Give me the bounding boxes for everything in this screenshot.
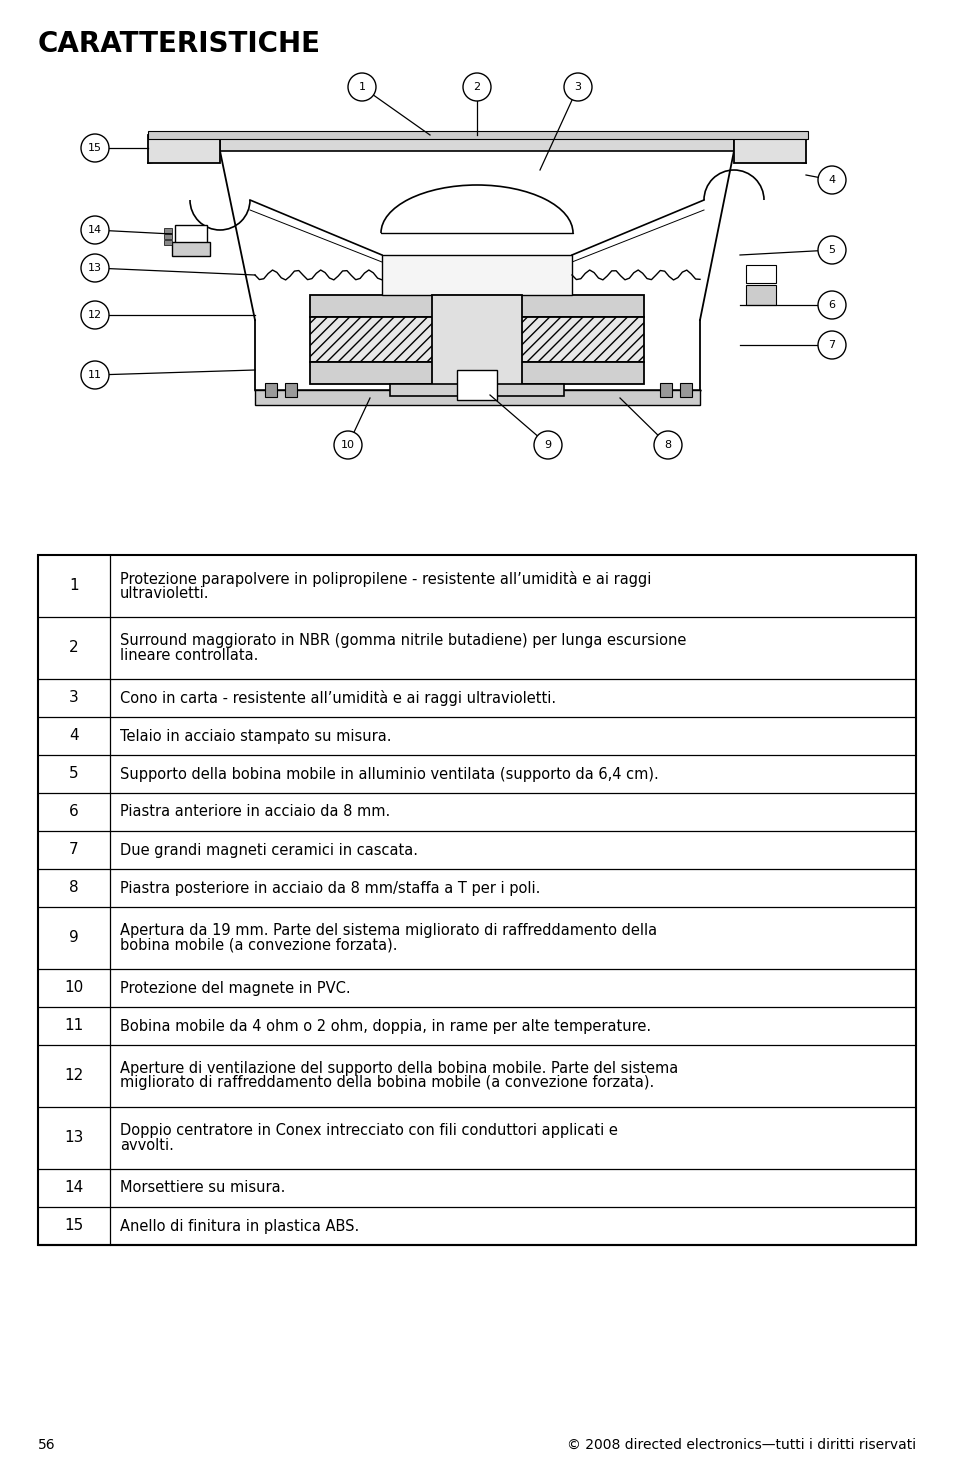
Bar xyxy=(164,240,172,245)
Text: Protezione parapolvere in polipropilene - resistente all’umidità e ai raggi: Protezione parapolvere in polipropilene … xyxy=(120,571,651,587)
Text: 15: 15 xyxy=(64,1218,84,1233)
Text: 3: 3 xyxy=(574,83,581,91)
Circle shape xyxy=(817,236,845,264)
Text: Cono in carta - resistente all’umidità e ai raggi ultravioletti.: Cono in carta - resistente all’umidità e… xyxy=(120,690,556,707)
Text: Supporto della bobina mobile in alluminio ventilata (supporto da 6,4 cm).: Supporto della bobina mobile in allumini… xyxy=(120,767,659,782)
Text: 5: 5 xyxy=(70,767,79,782)
Bar xyxy=(745,266,775,283)
Text: Apertura da 19 mm. Parte del sistema migliorato di raffreddamento della: Apertura da 19 mm. Parte del sistema mig… xyxy=(120,923,657,938)
Bar xyxy=(265,384,276,397)
Bar xyxy=(456,370,497,400)
Text: 7: 7 xyxy=(70,842,79,857)
Text: 5: 5 xyxy=(827,245,835,255)
Bar xyxy=(148,136,220,164)
Bar xyxy=(172,242,210,257)
Text: Piastra posteriore in acciaio da 8 mm/staffa a T per i poli.: Piastra posteriore in acciaio da 8 mm/st… xyxy=(120,881,539,895)
Text: 6: 6 xyxy=(827,299,835,310)
Text: Aperture di ventilazione del supporto della bobina mobile. Parte del sistema: Aperture di ventilazione del supporto de… xyxy=(120,1062,678,1077)
Text: Bobina mobile da 4 ohm o 2 ohm, doppia, in rame per alte temperature.: Bobina mobile da 4 ohm o 2 ohm, doppia, … xyxy=(120,1019,651,1034)
Circle shape xyxy=(534,431,561,459)
Text: 10: 10 xyxy=(340,440,355,450)
Bar xyxy=(310,361,643,384)
Circle shape xyxy=(817,291,845,319)
Circle shape xyxy=(817,330,845,358)
Bar xyxy=(310,317,643,361)
Text: lineare controllata.: lineare controllata. xyxy=(120,648,258,662)
Text: Anello di finitura in plastica ABS.: Anello di finitura in plastica ABS. xyxy=(120,1218,359,1233)
Bar xyxy=(659,384,671,397)
Bar xyxy=(164,229,172,233)
Text: 2: 2 xyxy=(70,640,79,655)
Bar xyxy=(745,285,775,305)
Text: 9: 9 xyxy=(69,931,79,945)
Bar xyxy=(164,235,172,239)
Bar xyxy=(220,136,733,150)
Bar xyxy=(38,555,915,1245)
Text: 8: 8 xyxy=(70,881,79,895)
Circle shape xyxy=(81,134,109,162)
Bar xyxy=(148,131,807,139)
Text: 4: 4 xyxy=(827,176,835,184)
Bar xyxy=(310,295,643,317)
Circle shape xyxy=(334,431,361,459)
Circle shape xyxy=(817,167,845,195)
Bar xyxy=(285,384,296,397)
Text: Piastra anteriore in acciaio da 8 mm.: Piastra anteriore in acciaio da 8 mm. xyxy=(120,804,390,820)
Text: migliorato di raffreddamento della bobina mobile (a convezione forzata).: migliorato di raffreddamento della bobin… xyxy=(120,1075,654,1090)
Bar xyxy=(432,295,521,385)
Circle shape xyxy=(348,72,375,100)
Text: 10: 10 xyxy=(64,981,84,996)
Text: 11: 11 xyxy=(88,370,102,381)
Text: ultravioletti.: ultravioletti. xyxy=(120,586,210,600)
Text: 9: 9 xyxy=(544,440,551,450)
Text: Due grandi magneti ceramici in cascata.: Due grandi magneti ceramici in cascata. xyxy=(120,842,417,857)
Circle shape xyxy=(462,72,491,100)
Circle shape xyxy=(81,215,109,243)
Text: 12: 12 xyxy=(64,1068,84,1084)
Text: 15: 15 xyxy=(88,143,102,153)
Bar xyxy=(679,384,691,397)
Text: 11: 11 xyxy=(64,1019,84,1034)
Text: 3: 3 xyxy=(69,690,79,705)
Text: © 2008 directed electronics—tutti i diritti riservati: © 2008 directed electronics—tutti i diri… xyxy=(566,1438,915,1451)
Text: bobina mobile (a convezione forzata).: bobina mobile (a convezione forzata). xyxy=(120,938,397,953)
Circle shape xyxy=(81,301,109,329)
Text: 14: 14 xyxy=(88,226,102,235)
Bar xyxy=(174,226,207,243)
Text: Protezione del magnete in PVC.: Protezione del magnete in PVC. xyxy=(120,981,351,996)
Text: 14: 14 xyxy=(64,1180,84,1196)
Text: CARATTERISTICHE: CARATTERISTICHE xyxy=(38,30,320,58)
Text: avvolti.: avvolti. xyxy=(120,1137,173,1152)
Text: 4: 4 xyxy=(70,729,79,743)
Text: 1: 1 xyxy=(70,578,79,593)
Text: 6: 6 xyxy=(69,804,79,820)
Text: 13: 13 xyxy=(64,1130,84,1146)
Circle shape xyxy=(654,431,681,459)
Circle shape xyxy=(81,254,109,282)
Text: 13: 13 xyxy=(88,263,102,273)
Circle shape xyxy=(563,72,592,100)
Text: Doppio centratore in Conex intrecciato con fili conduttori applicati e: Doppio centratore in Conex intrecciato c… xyxy=(120,1124,618,1139)
Text: 7: 7 xyxy=(827,341,835,350)
Text: 1: 1 xyxy=(358,83,365,91)
Bar xyxy=(381,255,572,295)
Text: Surround maggiorato in NBR (gomma nitrile butadiene) per lunga escursione: Surround maggiorato in NBR (gomma nitril… xyxy=(120,633,685,649)
Bar xyxy=(390,384,563,395)
Bar xyxy=(733,136,805,164)
Circle shape xyxy=(81,361,109,389)
Bar xyxy=(254,389,700,406)
Text: 2: 2 xyxy=(473,83,480,91)
Text: Morsettiere su misura.: Morsettiere su misura. xyxy=(120,1180,285,1196)
Text: 56: 56 xyxy=(38,1438,55,1451)
Text: Telaio in acciaio stampato su misura.: Telaio in acciaio stampato su misura. xyxy=(120,729,391,743)
Text: 8: 8 xyxy=(663,440,671,450)
Text: 12: 12 xyxy=(88,310,102,320)
